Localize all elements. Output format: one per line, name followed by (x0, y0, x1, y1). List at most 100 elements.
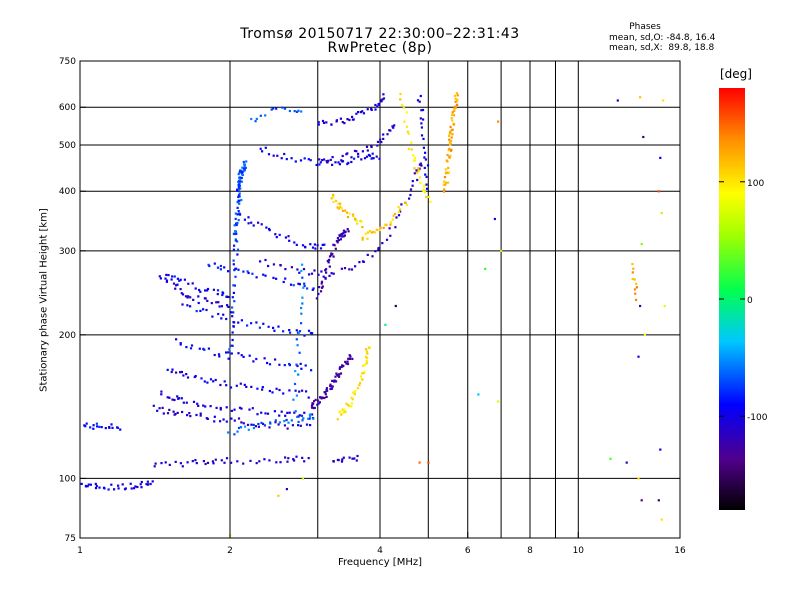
data-point (301, 302, 304, 305)
data-point (448, 141, 451, 144)
data-point (297, 109, 300, 112)
data-point (376, 105, 379, 108)
data-point (213, 415, 216, 418)
data-point (338, 366, 342, 369)
data-point (442, 190, 446, 193)
data-point (287, 235, 290, 238)
data-point (240, 354, 243, 357)
data-point (295, 338, 298, 341)
data-point (85, 422, 88, 425)
data-point (416, 99, 420, 102)
data-point (312, 287, 315, 290)
data-point (330, 197, 333, 200)
data-point (158, 407, 161, 410)
data-point (174, 412, 177, 416)
data-point (639, 304, 642, 308)
data-point (357, 152, 360, 155)
data-point (337, 207, 340, 210)
data-point (351, 457, 354, 460)
data-point (370, 108, 373, 111)
data-point (236, 240, 239, 243)
data-point (108, 426, 111, 429)
data-point (456, 99, 459, 102)
data-point (303, 460, 306, 463)
data-point (337, 161, 340, 164)
x-axis-label: Frequency [MHz] (337, 557, 423, 568)
data-point (345, 362, 348, 365)
data-point (100, 426, 103, 429)
data-point (160, 462, 163, 465)
data-point (426, 164, 430, 167)
data-point (275, 107, 278, 110)
data-point (339, 410, 342, 413)
data-point (199, 309, 202, 312)
data-point (361, 378, 364, 381)
data-point (384, 223, 387, 226)
data-point (281, 106, 284, 109)
data-point (343, 122, 346, 125)
data-point (233, 300, 236, 303)
data-point (380, 99, 383, 102)
data-point (262, 273, 265, 276)
data-point (351, 357, 354, 360)
data-point (660, 518, 663, 521)
data-point (236, 248, 240, 251)
data-point (236, 189, 239, 192)
data-point (236, 213, 239, 216)
data-point (230, 311, 233, 314)
data-point (240, 319, 243, 322)
data-point (329, 383, 332, 386)
data-point (123, 488, 127, 491)
data-point (424, 151, 427, 154)
data-point (493, 217, 496, 221)
data-point (351, 398, 354, 401)
data-point (324, 269, 327, 272)
data-point (227, 357, 230, 360)
data-point (278, 388, 281, 392)
data-point (397, 210, 401, 214)
data-point (279, 461, 282, 464)
data-point (172, 282, 176, 285)
data-point (633, 288, 637, 291)
data-point (347, 230, 350, 233)
data-point (389, 223, 392, 226)
data-point (104, 427, 107, 430)
data-point (444, 183, 447, 186)
data-point (330, 385, 333, 388)
data-point (350, 268, 354, 271)
data-point (110, 423, 113, 426)
data-point (180, 397, 183, 400)
data-point (89, 426, 92, 429)
data-point (189, 305, 192, 308)
data-point (640, 499, 643, 502)
data-point (220, 459, 223, 462)
data-point (443, 180, 446, 183)
data-point (231, 315, 234, 318)
data-point (338, 163, 341, 166)
data-point (420, 122, 423, 125)
data-point (639, 96, 642, 99)
data-point (283, 420, 286, 423)
data-point (342, 456, 345, 459)
data-point (294, 410, 297, 413)
x-tick-label: 6 (465, 546, 471, 556)
data-point (633, 278, 636, 281)
data-point (236, 253, 239, 256)
data-point (451, 133, 454, 136)
data-point (206, 289, 209, 292)
data-point (243, 163, 246, 166)
data-point (268, 389, 271, 393)
data-point (165, 279, 169, 282)
data-point (230, 461, 233, 464)
data-point (181, 465, 184, 468)
data-point (235, 222, 238, 225)
y-tick-label: 300 (59, 247, 76, 257)
data-point (239, 169, 242, 172)
data-point (238, 195, 241, 198)
data-point (240, 407, 243, 410)
data-point (235, 267, 238, 270)
data-point (218, 305, 221, 308)
data-point (162, 412, 165, 415)
data-point (288, 329, 291, 332)
data-point (164, 461, 167, 464)
